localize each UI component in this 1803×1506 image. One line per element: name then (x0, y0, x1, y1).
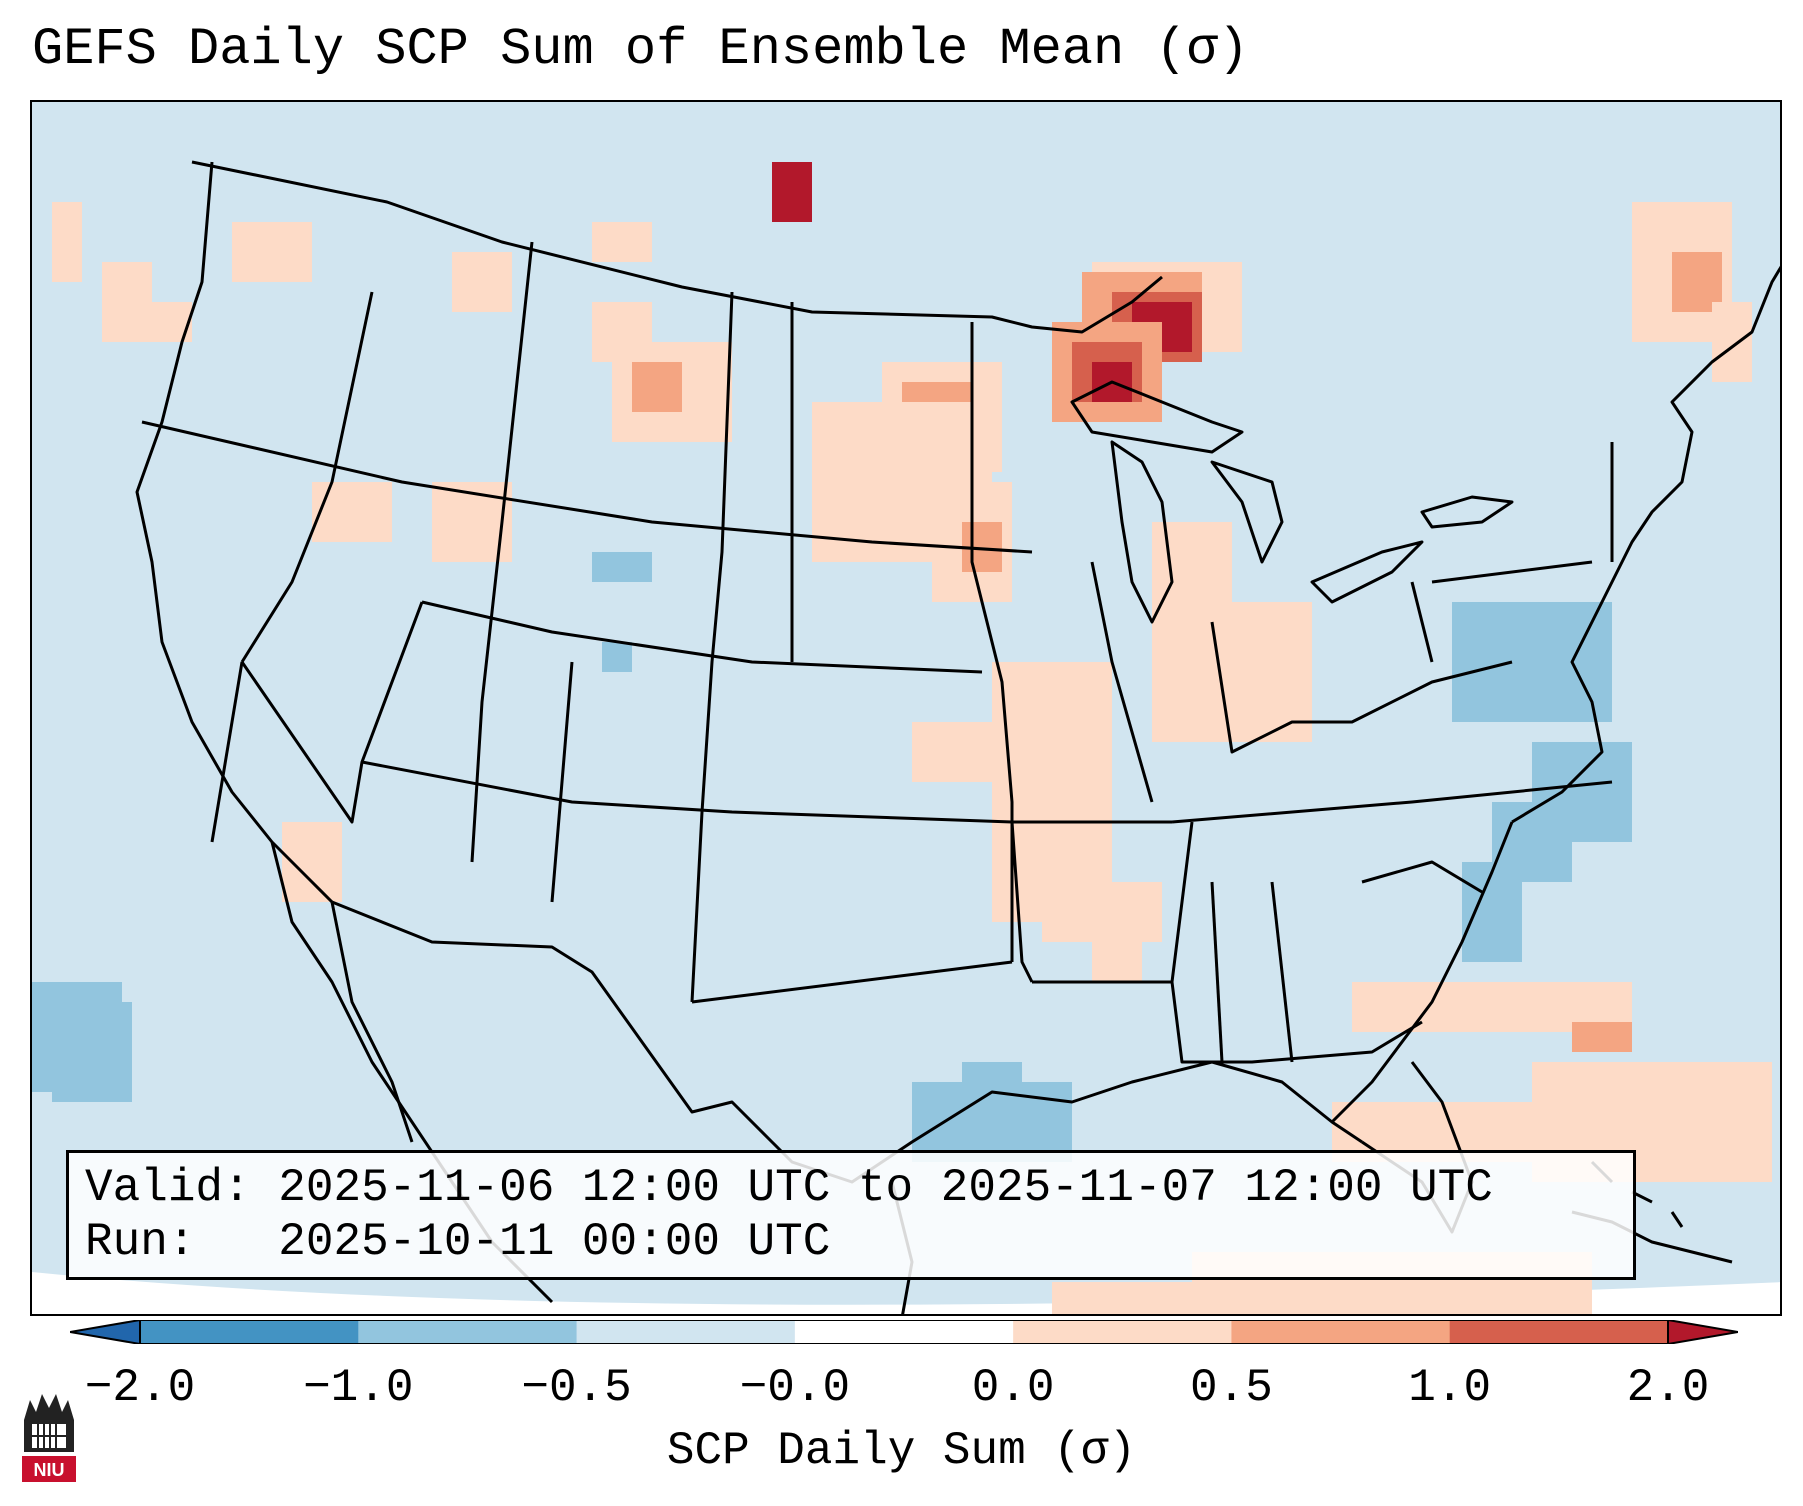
lake-erie (1310, 540, 1424, 604)
anomaly-cell (452, 252, 512, 312)
colorbar-bin (1013, 1320, 1232, 1344)
anomaly-cell (1512, 622, 1572, 722)
lake-ontario (1420, 495, 1514, 529)
colorbar-bin (358, 1320, 578, 1344)
state-line-m (1010, 821, 1034, 983)
logo-text: NIU (34, 1460, 65, 1480)
colorbar-bin (1231, 1320, 1451, 1344)
anomaly-cell (1052, 1282, 1252, 1314)
state-line-r (1210, 621, 1513, 754)
lake-superior (1070, 380, 1244, 454)
baja (330, 901, 414, 1143)
logo-band (22, 1456, 76, 1482)
anomaly-cell (1152, 522, 1232, 742)
anomaly-cell (232, 222, 312, 282)
anomaly-cell (772, 162, 812, 222)
lake-huron (1210, 460, 1284, 564)
state-line-i (550, 661, 574, 903)
anomaly-cells (32, 162, 1772, 1314)
state-line-a (141, 420, 1033, 554)
state-line-g (361, 760, 1172, 824)
state-line-s (1410, 581, 1434, 663)
anomaly-cell (1572, 1022, 1632, 1052)
map-panel (30, 100, 1782, 1316)
boundaries (135, 160, 1780, 1314)
colorbar (70, 1320, 1738, 1344)
colorbar-tick-label: −1.0 (303, 1362, 414, 1414)
colorbar-tick-label: −0.5 (521, 1362, 632, 1414)
anomaly-cell (592, 302, 652, 362)
state-line-d (240, 601, 424, 824)
colorbar-tick-label: 0.0 (971, 1362, 1055, 1414)
anomaly-cell (1032, 702, 1092, 782)
colorbar-extend-above (1667, 1320, 1738, 1344)
anomaly-cell (92, 1002, 132, 1042)
state-line-q (1090, 561, 1154, 803)
state-line-p (1170, 981, 1423, 1064)
colorbar-tick-label: 1.0 (1408, 1362, 1492, 1414)
colorbar-outline (139, 1320, 1669, 1344)
state-line-l (691, 960, 1013, 1004)
lake-michigan (1110, 440, 1174, 624)
atlantic-coast (1511, 265, 1780, 824)
state-line-k (970, 322, 1014, 962)
anomaly-cell (592, 552, 652, 582)
colorbar-label: SCP Daily Sum (σ) (666, 1425, 1137, 1477)
anomaly-cell (52, 202, 82, 282)
colorbar-tick-label: 0.5 (1190, 1362, 1273, 1414)
state-line-h (690, 291, 734, 1003)
colorbar-tick-label: −0.0 (739, 1362, 851, 1414)
us-canada-border (191, 160, 1163, 334)
valid-value: 2025-11-06 12:00 UTC to 2025-11-07 12:00… (278, 1162, 1493, 1214)
anomaly-cell (1232, 602, 1312, 742)
map-svg (32, 102, 1780, 1314)
colorbar-bin (1449, 1320, 1669, 1344)
run-label: Run: (85, 1216, 196, 1268)
state-line-f (470, 241, 534, 863)
anomaly-cell (602, 642, 632, 672)
validity-info-box: Valid: 2025-11-06 12:00 UTC to 2025-11-0… (66, 1150, 1636, 1280)
anomaly-cell (52, 1042, 132, 1102)
state-line-t (1431, 560, 1593, 584)
anomaly-cell (912, 722, 1012, 782)
colorbar-segments (70, 1320, 1738, 1344)
valid-label: Valid: (85, 1162, 251, 1214)
state-line-o (1171, 780, 1613, 824)
east-coast-south (1330, 821, 1514, 1124)
colorbar-extend-below (70, 1320, 141, 1344)
state-line-e (421, 600, 983, 674)
state-line-w (1270, 881, 1294, 1063)
run-value: 2025-10-11 00:00 UTC (278, 1216, 831, 1268)
state-line-v (1361, 860, 1483, 894)
anomaly-cell (592, 222, 652, 262)
colorbar-tick-label: −2.0 (84, 1362, 196, 1414)
colorbar-tick-label: 2.0 (1626, 1362, 1710, 1414)
anomaly-cell (1092, 922, 1142, 982)
chart-title: GEFS Daily SCP Sum of Ensemble Mean (σ) (32, 20, 1249, 79)
anomaly-cell (1462, 862, 1522, 962)
colorbar-bin (576, 1320, 796, 1344)
colorbar-bin (794, 1320, 1014, 1344)
state-line-x (1210, 881, 1224, 1063)
pacific-coast (135, 161, 334, 904)
state-line-c (210, 661, 244, 843)
colorbar-bin (140, 1320, 359, 1344)
anomaly-cell (312, 482, 392, 542)
anomaly-cell (132, 302, 192, 342)
anomaly-cell (632, 362, 682, 412)
niu-logo: NIU (22, 1394, 76, 1482)
state-line-b (240, 291, 374, 663)
anomaly-cell (1712, 302, 1752, 382)
